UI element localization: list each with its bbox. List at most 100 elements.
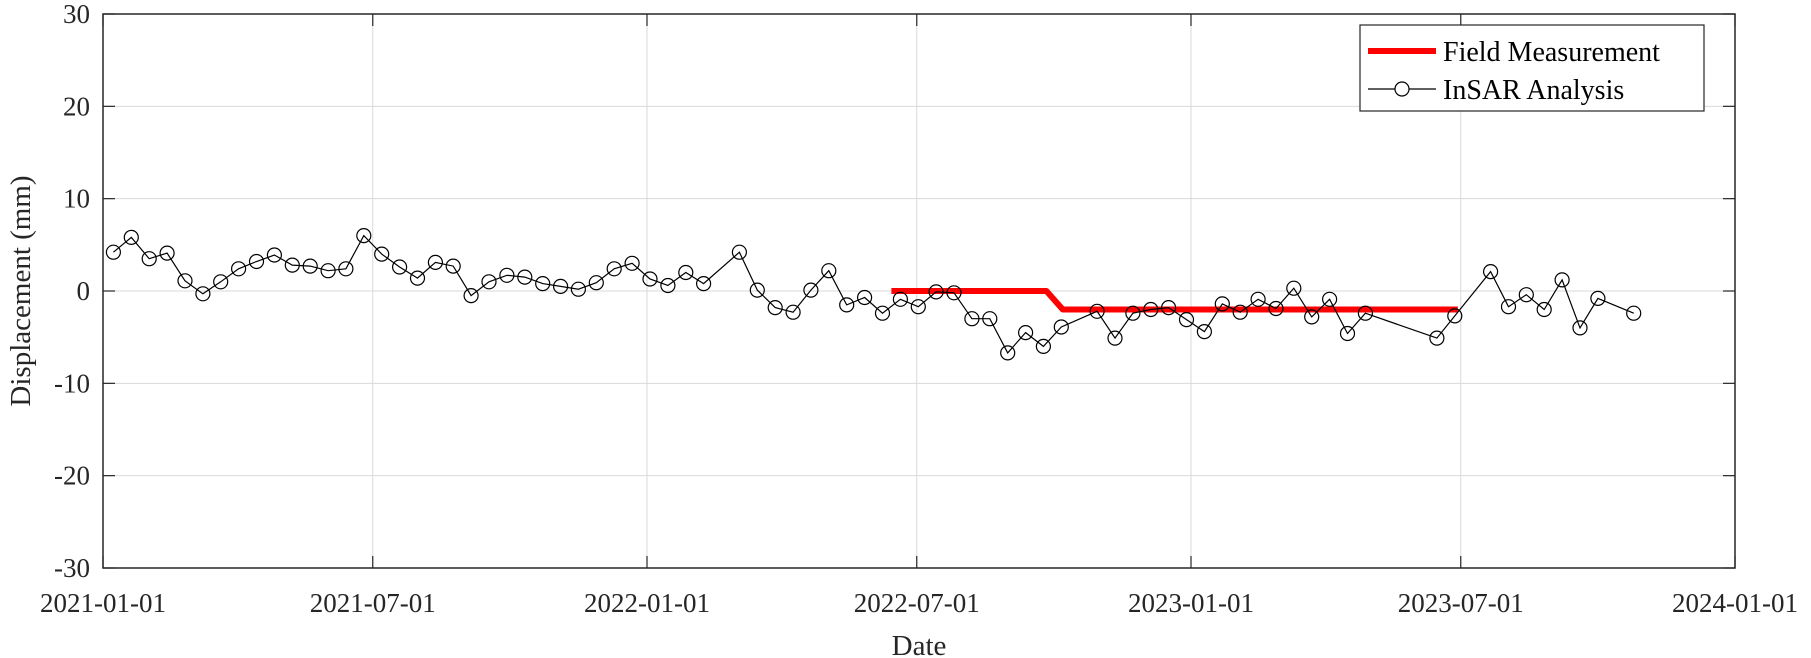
insar-point [535, 276, 551, 292]
legend-box [1359, 24, 1705, 112]
x-axis-title: Date [892, 630, 947, 658]
insar-point [749, 282, 765, 298]
insar-point [588, 275, 604, 291]
insar-point [856, 289, 873, 306]
insar-point [1429, 330, 1445, 346]
insar-point [642, 271, 658, 287]
insar-point [195, 286, 211, 302]
insar-point [964, 311, 980, 327]
insar-point [1304, 309, 1320, 325]
insar-point [105, 244, 122, 260]
insar-point [1339, 325, 1356, 342]
y-tick-label: -20 [54, 461, 90, 491]
insar-point [1214, 296, 1230, 312]
y-tick-label: 20 [63, 91, 90, 121]
y-tick-label: -30 [54, 553, 90, 583]
axis-ticks [102, 13, 1736, 569]
insar-point [1447, 308, 1463, 324]
insar-point [1626, 305, 1642, 321]
insar-point [302, 258, 318, 274]
insar-point [409, 270, 426, 286]
legend-insar-label: InSAR Analysis [1443, 75, 1624, 106]
insar-point [1000, 345, 1016, 361]
insar-point [481, 274, 497, 290]
insar-point [123, 229, 139, 245]
insar-point [1107, 330, 1123, 346]
insar-point [213, 274, 229, 290]
insar-point [1482, 264, 1499, 280]
insar-point [445, 258, 461, 274]
insar-point [785, 304, 801, 320]
insar-point [839, 297, 855, 313]
x-tick-label: 2023-01-01 [1128, 588, 1254, 618]
insar-point [517, 269, 533, 285]
insar-point [570, 281, 587, 297]
x-tick-label: 2023-07-01 [1398, 588, 1524, 618]
insar-point [231, 261, 247, 277]
insar-point [1125, 305, 1141, 321]
insar-point [1232, 304, 1248, 320]
x-tick-label: 2021-01-01 [40, 588, 166, 618]
insar-point [1321, 291, 1338, 307]
insar-point [1178, 312, 1195, 328]
legend-insar-marker [1394, 81, 1410, 97]
insar-point [874, 305, 891, 321]
insar-point [1089, 303, 1105, 319]
insar-point [731, 244, 748, 260]
insar-point [1554, 272, 1570, 288]
insar-point [141, 251, 157, 267]
insar-point [338, 261, 354, 277]
insar-point [928, 284, 944, 300]
insar-point [606, 261, 622, 277]
legend: Field Measurement InSAR Analysis [1359, 24, 1705, 112]
insar-point [463, 288, 479, 304]
insar-point [946, 285, 962, 301]
insar-point [427, 254, 443, 270]
insar-point [1053, 319, 1069, 335]
y-tick-label: 30 [63, 0, 90, 29]
x-tick-label: 2021-07-01 [310, 588, 436, 618]
insar-point [1357, 305, 1374, 321]
insar-point [1035, 338, 1052, 354]
insar-point [1196, 324, 1213, 340]
y-tick-labels: -30 -20 -10 0 10 20 30 [54, 0, 90, 583]
insar-point [248, 253, 265, 270]
insar-point [1572, 320, 1588, 336]
insar-point [678, 264, 694, 281]
insar-point [1017, 325, 1034, 341]
insar-point [552, 278, 569, 294]
insar-point [1518, 287, 1534, 303]
x-tick-labels: 2021-01-01 2021-07-01 2022-01-01 2022-07-01… [40, 588, 1798, 618]
field-measurement-series [891, 288, 1458, 313]
insar-point [660, 277, 676, 294]
legend-field-label: Field Measurement [1443, 37, 1660, 68]
insar-point [695, 276, 712, 292]
insar-point [892, 291, 909, 307]
insar-point [1500, 299, 1517, 315]
insar-analysis-series [105, 228, 1642, 361]
insar-point [1590, 290, 1606, 306]
insar-point [374, 246, 390, 262]
insar-point [624, 255, 640, 271]
y-tick-label: 10 [63, 184, 90, 214]
insar-point [1160, 300, 1177, 316]
field-measurement-line [891, 288, 1458, 313]
y-axis-title: Displacement (mm) [5, 175, 37, 406]
insar-point [284, 257, 300, 273]
insar-point [982, 311, 998, 327]
insar-point [767, 300, 783, 316]
insar-point [177, 273, 193, 289]
insar-point [910, 299, 926, 315]
insar-point [1268, 300, 1284, 317]
insar-point [1250, 291, 1266, 307]
insar-point [392, 259, 408, 275]
insar-analysis-line [113, 234, 1634, 354]
x-tick-label: 2024-01-01 [1672, 588, 1798, 618]
insar-point [803, 282, 819, 298]
insar-point [499, 267, 515, 283]
insar-point [1286, 280, 1302, 296]
y-tick-label: -10 [54, 368, 90, 398]
insar-point [159, 245, 175, 261]
insar-point [1143, 301, 1159, 318]
